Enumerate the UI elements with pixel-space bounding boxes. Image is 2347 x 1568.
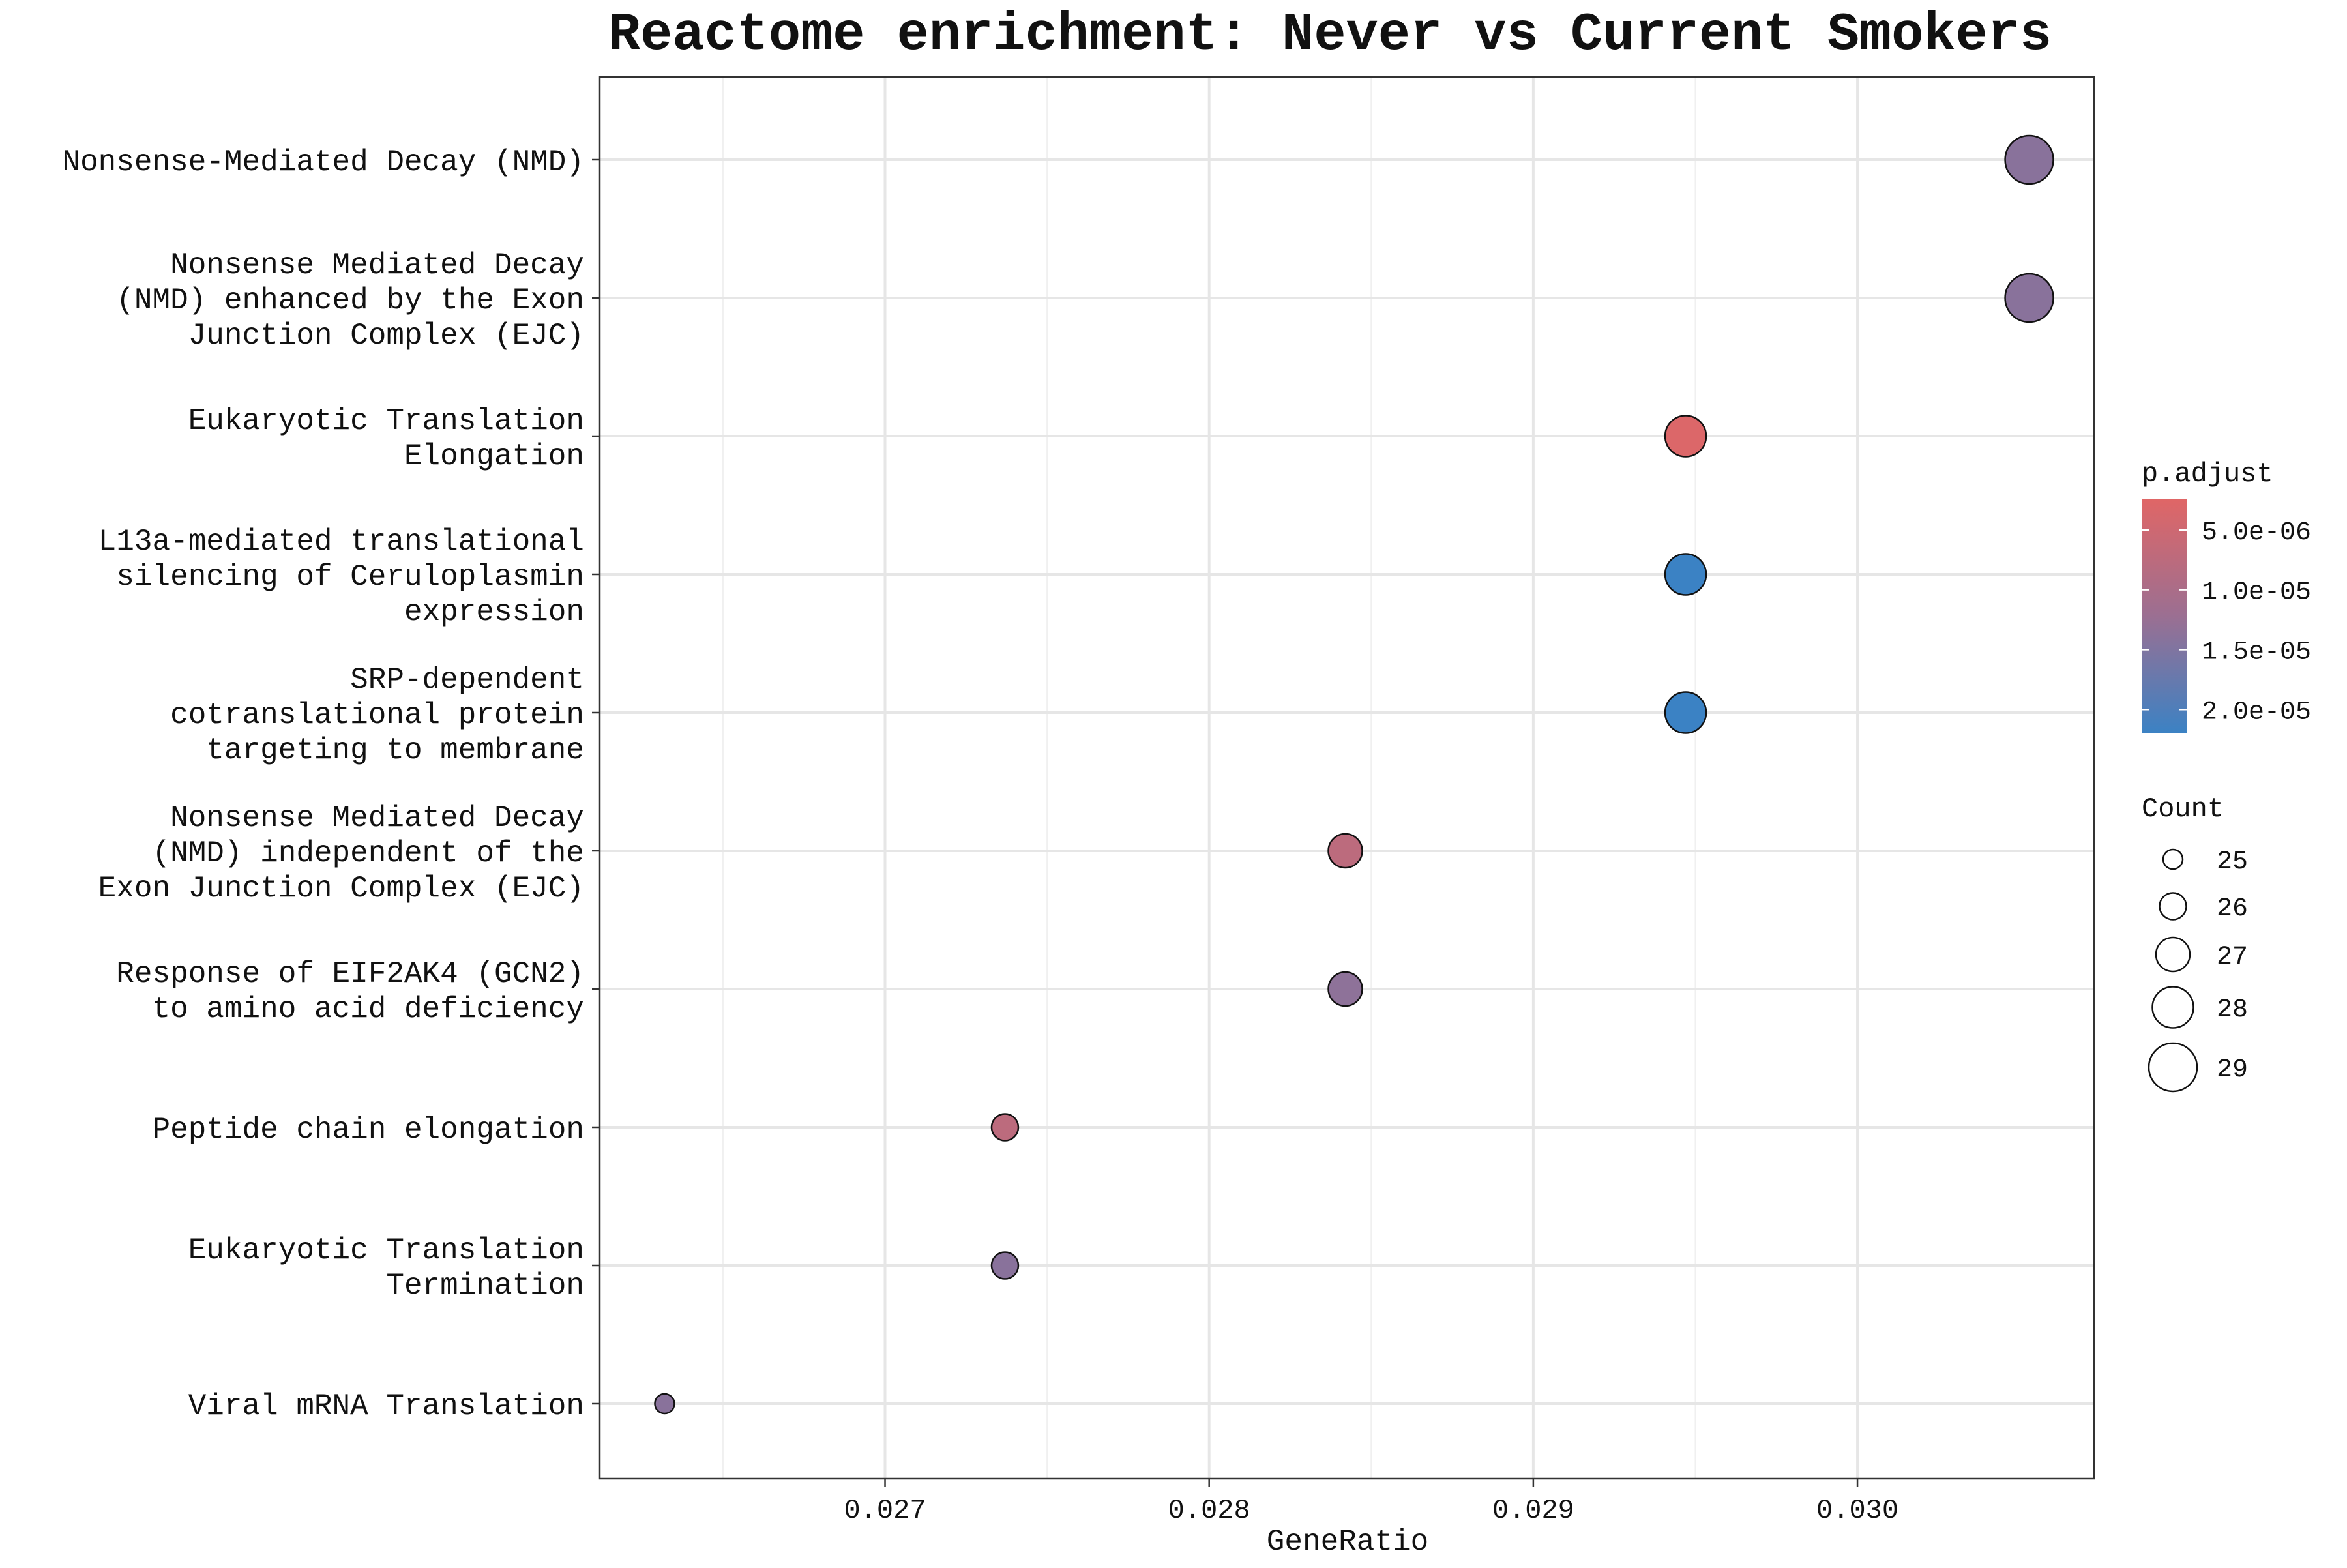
size-legend-key	[2159, 892, 2187, 921]
y-tick-label: L13a-mediated translational silencing of …	[98, 525, 584, 629]
chart-title: Reactome enrichment: Never vs Current Sm…	[608, 5, 2052, 65]
size-legend-label: 26	[2217, 895, 2248, 924]
axes: 0.027 0.028 0.029 0.030 Nonsense-Mediated De…	[62, 76, 2095, 1526]
y-tick-label: Nonsense Mediated Decay (NMD) independent…	[98, 801, 584, 906]
color-legend-label: 1.0e-05	[2202, 578, 2311, 608]
y-tick-label: Response of EIF2AK4 (GCN2) to amino acid …	[116, 957, 584, 1026]
data-point	[990, 1113, 1020, 1142]
color-legend-title: p.adjust	[2142, 458, 2273, 490]
x-axis-title: GeneRatio	[1267, 1525, 1428, 1559]
color-legend-label: 1.5e-05	[2202, 638, 2311, 667]
x-tick-label: 0.029	[1492, 1495, 1574, 1526]
data-points	[654, 134, 2054, 1415]
data-point	[1664, 691, 1707, 734]
data-point	[2004, 134, 2054, 185]
x-tick-label: 0.028	[1168, 1495, 1250, 1526]
x-tick-label: 0.027	[844, 1495, 926, 1526]
legend: p.adjust 5.0e-06 1.0e-05 1.5e-05 2.0e-05 Coun…	[2142, 458, 2311, 1093]
y-tick-label: Nonsense Mediated Decay (NMD) enhanced by…	[116, 248, 584, 353]
data-point	[1664, 553, 1707, 596]
size-legend-key	[2151, 986, 2194, 1029]
data-point	[990, 1251, 1020, 1280]
panel-border	[598, 76, 2095, 1480]
size-legend-key	[2162, 848, 2184, 870]
y-tick-label: Eukaryotic Translation Elongation	[188, 404, 584, 473]
size-legend-label: 27	[2217, 943, 2248, 972]
x-tick-label: 0.030	[1816, 1495, 1898, 1526]
size-legend-label: 29	[2217, 1056, 2248, 1085]
size-legend-title: Count	[2142, 793, 2224, 825]
y-tick-label: Peptide chain elongation	[152, 1113, 584, 1147]
data-point	[1664, 415, 1707, 458]
grid	[600, 77, 2094, 1479]
data-point	[2004, 273, 2054, 323]
data-point	[654, 1393, 675, 1415]
data-point	[1327, 833, 1363, 869]
color-legend-label: 5.0e-06	[2202, 518, 2311, 548]
size-legend-key	[2148, 1042, 2198, 1093]
y-tick-label: Eukaryotic Translation Termination	[188, 1234, 584, 1303]
color-legend-label: 2.0e-05	[2202, 698, 2311, 727]
size-legend-label: 25	[2217, 848, 2248, 877]
data-point	[1327, 971, 1363, 1007]
size-legend-label: 28	[2217, 996, 2248, 1025]
y-tick-label: Viral mRNA Translation	[188, 1389, 584, 1423]
color-bar	[2142, 499, 2187, 733]
y-tick-label: Nonsense-Mediated Decay (NMD)	[62, 145, 584, 179]
y-tick-label: SRP-dependent cotranslational protein targ…	[170, 663, 584, 767]
size-legend-key	[2155, 936, 2191, 973]
